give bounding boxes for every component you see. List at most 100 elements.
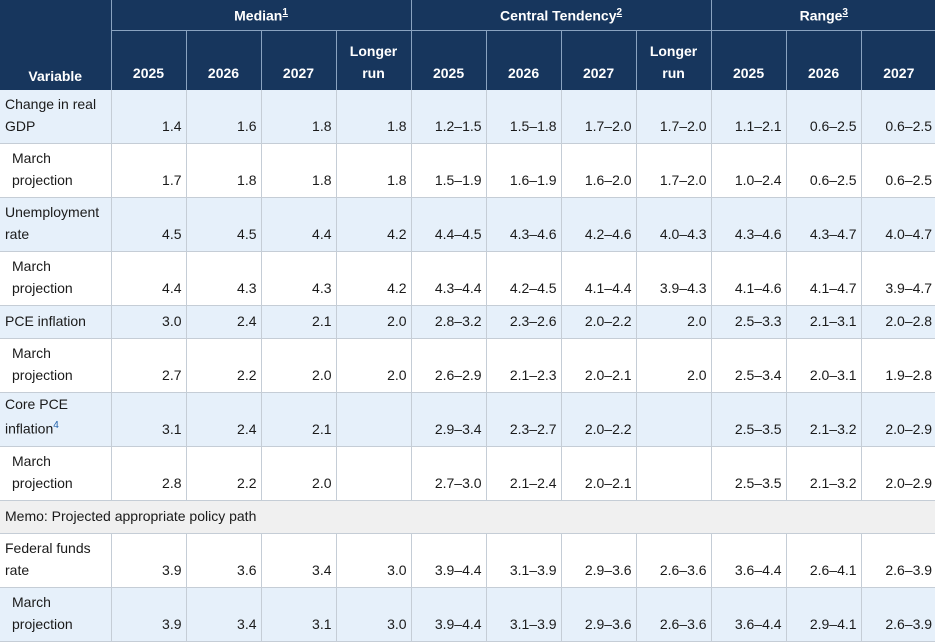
year-header: 2026 — [486, 30, 562, 90]
table-cell: 2.9–4.1 — [786, 587, 862, 642]
row-label: March projection — [0, 251, 112, 306]
table-row: March projection 3.9 3.4 3.1 3.0 3.9–4.4 3.1–… — [0, 587, 935, 642]
table-cell: 2.9–3.4 — [411, 392, 487, 447]
table-cell: 3.0 — [336, 587, 412, 642]
memo-row: Memo: Projected appropriate policy path — [0, 500, 935, 534]
row-label: Core PCE inflation4 — [0, 392, 112, 447]
table-cell: 1.8 — [261, 143, 337, 198]
table-cell: 3.9–4.4 — [411, 533, 487, 588]
table-cell: 3.6 — [186, 533, 262, 588]
table-cell: 2.5–3.5 — [711, 446, 787, 501]
table-cell: 2.5–3.3 — [711, 305, 787, 339]
footnote-link-3[interactable]: 3 — [842, 6, 848, 18]
year-header: 2025 — [711, 30, 787, 90]
longer-run-header: Longer run — [336, 30, 412, 90]
table-cell: 2.4 — [186, 305, 262, 339]
table-cell — [636, 446, 712, 501]
table-cell: 4.5 — [111, 197, 187, 252]
table-cell: 3.6–4.4 — [711, 533, 787, 588]
table-cell: 3.9–4.7 — [861, 251, 935, 306]
table-cell: 2.3–2.7 — [486, 392, 562, 447]
table-cell: 1.7–2.0 — [636, 90, 712, 144]
table-cell: 1.1–2.1 — [711, 90, 787, 144]
table-row: Core PCE inflation4 3.1 2.4 2.1 2.9–3.4 2.3–… — [0, 392, 935, 447]
table-cell: 2.1–2.4 — [486, 446, 562, 501]
table-row: March projection 2.7 2.2 2.0 2.0 2.6–2.9 2.1–… — [0, 338, 935, 393]
table-cell: 1.8 — [261, 90, 337, 144]
table-cell: 1.2–1.5 — [411, 90, 487, 144]
table-cell: 2.9–3.6 — [561, 587, 637, 642]
table-cell: 0.6–2.5 — [861, 143, 935, 198]
median-group-header: Median1 — [111, 0, 412, 31]
table-row: March projection 2.8 2.2 2.0 2.7–3.0 2.1–2.4… — [0, 446, 935, 501]
table-cell: 4.5 — [186, 197, 262, 252]
table-row: Unemployment rate 4.5 4.5 4.4 4.2 4.4–4.5 4.3… — [0, 197, 935, 252]
table-cell: 2.0 — [261, 446, 337, 501]
table-cell: 2.3–2.6 — [486, 305, 562, 339]
table-cell: 2.2 — [186, 446, 262, 501]
table-cell: 4.0–4.7 — [861, 197, 935, 252]
table-cell: 3.1 — [111, 392, 187, 447]
footnote-link-2[interactable]: 2 — [616, 6, 623, 18]
table-cell: 2.7–3.0 — [411, 446, 487, 501]
central-tendency-group-header: Central Tendency2 — [411, 0, 712, 31]
table-cell: 2.0–2.2 — [561, 392, 637, 447]
row-label: PCE inflation — [0, 305, 112, 339]
table-cell: 2.9–3.6 — [561, 533, 637, 588]
table-cell: 2.0–3.1 — [786, 338, 862, 393]
table-cell: 3.6–4.4 — [711, 587, 787, 642]
table-cell: 1.6–2.0 — [561, 143, 637, 198]
table-cell: 4.4 — [111, 251, 187, 306]
table-cell: 3.1 — [261, 587, 337, 642]
table-cell: 1.7–2.0 — [636, 143, 712, 198]
table-cell: 1.9–2.8 — [861, 338, 935, 393]
table-cell: 2.5–3.5 — [711, 392, 787, 447]
table-cell: 2.0–2.2 — [561, 305, 637, 339]
year-header: 2027 — [561, 30, 637, 90]
table-cell: 2.6–3.6 — [636, 587, 712, 642]
row-label: Change in real GDP — [0, 90, 112, 144]
table-cell: 2.7 — [111, 338, 187, 393]
table-cell: 2.0 — [636, 338, 712, 393]
table-cell: 2.0–2.9 — [861, 446, 935, 501]
table-cell: 4.3 — [261, 251, 337, 306]
year-header: 2025 — [111, 30, 187, 90]
table-cell: 2.2 — [186, 338, 262, 393]
table-cell: 3.9 — [111, 587, 187, 642]
table-cell: 4.4–4.5 — [411, 197, 487, 252]
table-cell: 2.1–3.2 — [786, 392, 862, 447]
footnote-link-1[interactable]: 1 — [282, 6, 288, 18]
row-label: March projection — [0, 446, 112, 501]
table-cell: 4.1–4.4 — [561, 251, 637, 306]
table-cell: 3.4 — [186, 587, 262, 642]
longer-run-header: Longer run — [636, 30, 712, 90]
table-cell: 3.4 — [261, 533, 337, 588]
table-cell: 2.0 — [261, 338, 337, 393]
table-cell: 2.1–2.3 — [486, 338, 562, 393]
year-header: 2026 — [786, 30, 862, 90]
table-cell: 1.7–2.0 — [561, 90, 637, 144]
table-cell: 1.0–2.4 — [711, 143, 787, 198]
table-cell: 4.2–4.6 — [561, 197, 637, 252]
table-cell: 4.2 — [336, 197, 412, 252]
table-cell: 2.1–3.1 — [786, 305, 862, 339]
memo-label: Memo: Projected appropriate policy path — [0, 500, 935, 534]
table-cell: 4.1–4.7 — [786, 251, 862, 306]
table-cell: 4.2 — [336, 251, 412, 306]
table-cell: 2.6–3.9 — [861, 587, 935, 642]
table-cell: 2.6–2.9 — [411, 338, 487, 393]
table-row: Federal funds rate 3.9 3.6 3.4 3.0 3.9–4.4 3.… — [0, 533, 935, 588]
table-cell: 4.3 — [186, 251, 262, 306]
range-group-header: Range3 — [711, 0, 935, 31]
table-cell: 3.1–3.9 — [486, 533, 562, 588]
footnote-link-4[interactable]: 4 — [53, 420, 59, 432]
table-cell: 4.0–4.3 — [636, 197, 712, 252]
row-label: March projection — [0, 587, 112, 642]
table-cell: 4.3–4.7 — [786, 197, 862, 252]
row-label: Federal funds rate — [0, 533, 112, 588]
table-row: March projection 4.4 4.3 4.3 4.2 4.3–4.4 4.2–… — [0, 251, 935, 306]
table-cell: 2.1 — [261, 392, 337, 447]
table-cell — [636, 392, 712, 447]
table-cell: 3.1–3.9 — [486, 587, 562, 642]
